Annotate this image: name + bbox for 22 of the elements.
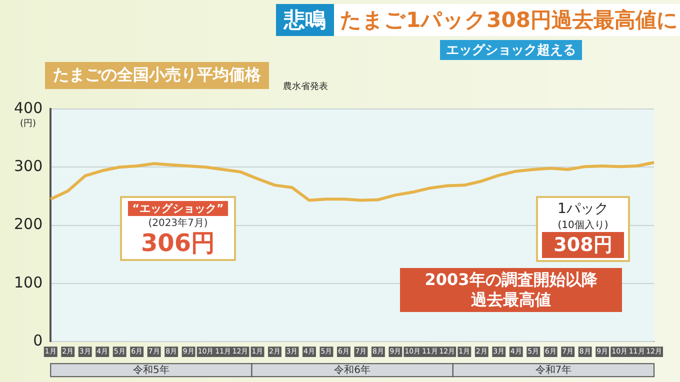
text: 令和7年	[535, 364, 572, 376]
chart-title: たまごの全国小売り平均価格	[45, 62, 269, 89]
text: 令和5年	[133, 364, 170, 376]
annotation: 過去最高値	[470, 290, 552, 310]
annotation: 308円	[542, 232, 624, 258]
annotation: 2003年の調査開始以降	[424, 270, 598, 290]
annotation: “エッグショック”	[128, 201, 228, 216]
annotation: (2023年7月)	[147, 217, 209, 230]
y-tick-label: 400	[14, 98, 43, 117]
text: 令和6年	[334, 364, 371, 376]
y-axis-title: (円)	[20, 118, 36, 130]
text: エッグショック超える	[440, 40, 582, 60]
y-tick-label: 0	[33, 331, 43, 350]
y-tick-label: 100	[14, 273, 43, 292]
chart-subtitle: 農水省発表	[283, 80, 328, 93]
text: たまご1パック308円過去最高値に	[334, 4, 680, 36]
y-tick-label: 300	[14, 157, 43, 176]
y-tick-label: 200	[14, 215, 43, 234]
annotation: 1パック	[556, 200, 610, 218]
annotation: (10個入り)	[556, 218, 610, 232]
annotation: 306円	[140, 229, 216, 257]
text: 悲鳴	[276, 4, 334, 36]
